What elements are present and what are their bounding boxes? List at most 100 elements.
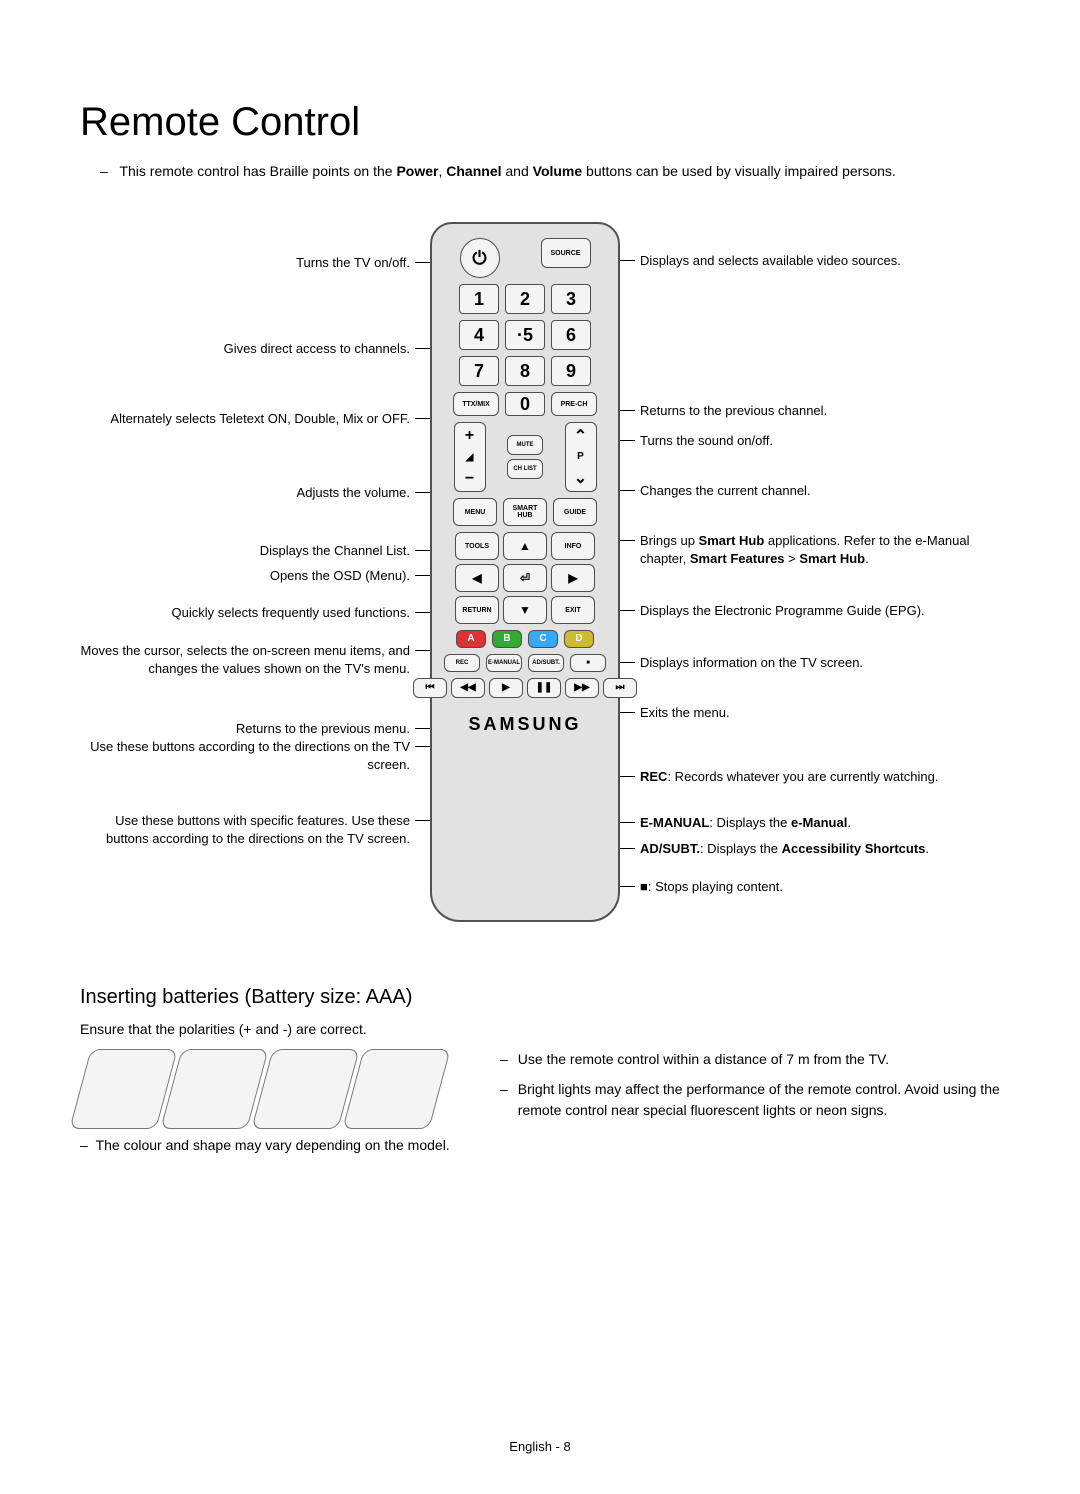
page-footer: English - 8	[0, 1439, 1080, 1454]
right-callout-5: Displays the Electronic Programme Guide …	[640, 602, 1000, 620]
ch-dn: ⌄	[574, 468, 587, 488]
intro-volume: Volume	[533, 163, 583, 179]
battery-right: –Use the remote control within a distanc…	[500, 1049, 1000, 1153]
left-callout-10: Use these buttons with specific features…	[80, 812, 410, 847]
left-callout-3: Adjusts the volume.	[80, 484, 410, 502]
battery-left-note: – The colour and shape may vary dependin…	[80, 1137, 460, 1153]
right-callout-9: E-MANUAL: Displays the e-Manual.	[640, 814, 1000, 832]
num-8: 8	[505, 356, 545, 386]
stop-button: ■	[570, 654, 606, 672]
channel-rocker: ⌃ P ⌄	[565, 422, 597, 492]
volume-rocker: + ◢ −	[454, 422, 486, 492]
left-callout-2: Alternately selects Teletext ON, Double,…	[80, 410, 410, 428]
bullet-dash: –	[100, 163, 108, 179]
left-callout-9: Use these buttons according to the direc…	[80, 738, 410, 773]
color-c-button: C	[528, 630, 558, 648]
left-callout-6: Quickly selects frequently used function…	[80, 604, 410, 622]
num-4: 4	[459, 320, 499, 350]
color-a-button: A	[456, 630, 486, 648]
battery-intro: Ensure that the polarities (+ and -) are…	[80, 1021, 1000, 1037]
vol-up: +	[465, 427, 474, 445]
ch-up: ⌃	[574, 426, 587, 446]
right-callout-0: Displays and selects available video sou…	[640, 252, 1000, 270]
color-d-button: D	[564, 630, 594, 648]
battery-diagram	[80, 1049, 440, 1129]
left-callout-7: Moves the cursor, selects the on-screen …	[80, 642, 410, 677]
ch-p: P	[577, 451, 584, 462]
right-callout-10: AD/SUBT.: Displays the Accessibility Sho…	[640, 840, 1000, 858]
battery-step-1	[69, 1049, 177, 1129]
right-callout-3: Changes the current channel.	[640, 482, 1000, 500]
samsung-logo: SAMSUNG	[468, 714, 581, 735]
transport-row: ⏮◀◀▶❚❚▶▶⏭	[413, 678, 637, 698]
num-1: 1	[459, 284, 499, 314]
smarthub-button: SMART HUB	[503, 498, 547, 526]
right-callout-7: Exits the menu.	[640, 704, 1000, 722]
battery-heading: Inserting batteries (Battery size: AAA)	[80, 986, 1000, 1009]
intro-channel: Channel	[446, 163, 501, 179]
ttx-button: TTX/MIX	[453, 392, 499, 416]
num-9: 9	[551, 356, 591, 386]
battery-left-note-text: The colour and shape may vary depending …	[96, 1137, 450, 1153]
rec-button: REC	[444, 654, 480, 672]
battery-step-4	[342, 1049, 450, 1129]
battery-step-3	[251, 1049, 359, 1129]
num-2: 2	[505, 284, 545, 314]
left-callout-8: Returns to the previous menu.	[80, 720, 410, 738]
nav-left: ◀	[455, 564, 499, 592]
chlist-button: CH LIST	[507, 459, 543, 479]
info-button: INFO	[551, 532, 595, 560]
intro-sep2: and	[502, 163, 533, 179]
nav-right: ▶	[551, 564, 595, 592]
return-button: RETURN	[455, 596, 499, 624]
right-callout-6: Displays information on the TV screen.	[640, 654, 1000, 672]
right-callout-4: Brings up Smart Hub applications. Refer …	[640, 532, 1000, 567]
nav-down: ▼	[503, 596, 547, 624]
intro-note: – This remote control has Braille points…	[100, 161, 1000, 182]
source-button: SOURCE	[541, 238, 591, 268]
battery-right-note-2: –Bright lights may affect the performanc…	[500, 1079, 1000, 1120]
mute-button: MUTE	[507, 435, 543, 455]
prech-button: PRE-CH	[551, 392, 597, 416]
right-callout-11: ■: Stops playing content.	[640, 878, 1000, 896]
nav-pad: TOOLS ▲ INFO ◀ ⏎ ▶ RETURN ▼ EXIT	[455, 532, 595, 624]
remote-diagram: Turns the TV on/off.Gives direct access …	[80, 222, 1000, 962]
transport-0: ⏮	[413, 678, 447, 698]
intro-suffix: buttons can be used by visually impaired…	[582, 163, 896, 179]
num-0: 0	[505, 392, 545, 416]
emanual-button: E-MANUAL	[486, 654, 522, 672]
battery-left: – The colour and shape may vary dependin…	[80, 1049, 460, 1153]
vol-icon: ◢	[466, 452, 474, 463]
transport-1: ◀◀	[451, 678, 485, 698]
left-callout-4: Displays the Channel List.	[80, 542, 410, 560]
right-callout-2: Turns the sound on/off.	[640, 432, 1000, 450]
nav-ok: ⏎	[503, 564, 547, 592]
intro-power: Power	[396, 163, 438, 179]
transport-3: ❚❚	[527, 678, 561, 698]
battery-right-note-1: –Use the remote control within a distanc…	[500, 1049, 1000, 1069]
num-7: 7	[459, 356, 499, 386]
color-row: ABCD	[456, 630, 594, 648]
intro-prefix: This remote control has Braille points o…	[119, 163, 396, 179]
remote-body: ⏻ SOURCE 123 4·56 789 TTX/MIX 0 PRE-CH +…	[430, 222, 620, 922]
right-callout-1: Returns to the previous channel.	[640, 402, 1000, 420]
left-callout-0: Turns the TV on/off.	[80, 254, 410, 272]
transport-2: ▶	[489, 678, 523, 698]
battery-step-2	[160, 1049, 268, 1129]
adsubt-button: AD/SUBT.	[528, 654, 564, 672]
num-5: ·5	[505, 320, 545, 350]
battery-right1: Use the remote control within a distance…	[518, 1049, 889, 1069]
bullet-dash: –	[500, 1049, 508, 1069]
color-b-button: B	[492, 630, 522, 648]
exit-button: EXIT	[551, 596, 595, 624]
tools-button: TOOLS	[455, 532, 499, 560]
vol-dn: −	[465, 470, 474, 488]
num-6: 6	[551, 320, 591, 350]
guide-button: GUIDE	[553, 498, 597, 526]
bullet-dash: –	[80, 1137, 96, 1153]
power-button: ⏻	[460, 238, 500, 278]
menu-button: MENU	[453, 498, 497, 526]
transport-5: ⏭	[603, 678, 637, 698]
battery-columns: – The colour and shape may vary dependin…	[80, 1049, 1000, 1153]
page-title: Remote Control	[80, 100, 1000, 145]
